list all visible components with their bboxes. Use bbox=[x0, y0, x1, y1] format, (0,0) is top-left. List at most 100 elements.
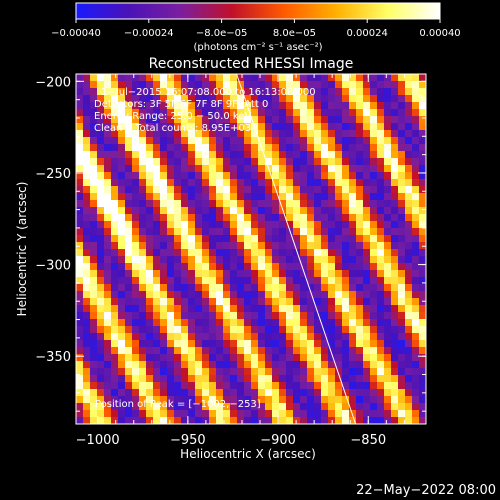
heatmap-cell bbox=[286, 389, 294, 397]
heatmap-cell bbox=[349, 326, 357, 334]
heatmap-cell bbox=[153, 249, 161, 257]
heatmap-cell bbox=[76, 368, 84, 376]
heatmap-cell bbox=[349, 102, 357, 110]
heatmap-cell bbox=[139, 137, 147, 145]
heatmap-cell bbox=[272, 221, 280, 229]
heatmap-cell bbox=[286, 347, 294, 355]
heatmap-cell bbox=[216, 249, 224, 257]
heatmap-cell bbox=[328, 375, 336, 383]
heatmap-cell bbox=[398, 165, 406, 173]
heatmap-cell bbox=[174, 263, 182, 271]
heatmap-cell bbox=[258, 88, 266, 96]
heatmap-cell bbox=[363, 417, 371, 424]
heatmap-cell bbox=[398, 389, 406, 397]
heatmap-cell bbox=[188, 403, 196, 411]
heatmap-cell bbox=[209, 116, 217, 124]
heatmap-cell bbox=[363, 186, 371, 194]
heatmap-cell bbox=[223, 235, 231, 243]
heatmap-cell bbox=[188, 137, 196, 145]
heatmap-cell bbox=[391, 137, 399, 145]
heatmap-cell bbox=[202, 200, 210, 208]
heatmap-cell bbox=[223, 249, 231, 257]
heatmap-cell bbox=[335, 200, 343, 208]
heatmap-cell bbox=[90, 109, 98, 117]
heatmap-cell bbox=[412, 151, 420, 159]
heatmap-cell bbox=[125, 277, 133, 285]
heatmap-cell bbox=[125, 291, 133, 299]
heatmap-cell bbox=[153, 102, 161, 110]
heatmap-cell bbox=[132, 221, 140, 229]
heatmap-cell bbox=[237, 137, 245, 145]
heatmap-cell bbox=[328, 242, 336, 250]
heatmap-cell bbox=[258, 298, 266, 306]
heatmap-cell bbox=[307, 382, 315, 390]
heatmap-cell bbox=[384, 319, 392, 327]
heatmap-cell bbox=[132, 277, 140, 285]
heatmap-cell bbox=[181, 354, 189, 362]
heatmap-cell bbox=[181, 235, 189, 243]
heatmap-cell bbox=[76, 354, 84, 362]
heatmap-cell bbox=[118, 410, 126, 418]
heatmap-cell bbox=[90, 375, 98, 383]
heatmap-cell bbox=[398, 340, 406, 348]
heatmap-cell bbox=[349, 263, 357, 271]
heatmap-cell bbox=[90, 333, 98, 341]
heatmap-cell bbox=[391, 151, 399, 159]
heatmap-cell bbox=[419, 179, 426, 187]
heatmap-cell bbox=[279, 158, 287, 166]
heatmap-cell bbox=[90, 382, 98, 390]
heatmap-cell bbox=[265, 74, 273, 82]
heatmap-cell bbox=[398, 291, 406, 299]
heatmap-cell bbox=[244, 256, 252, 264]
heatmap-cell bbox=[328, 291, 336, 299]
heatmap-cell bbox=[405, 228, 413, 236]
heatmap-cell bbox=[111, 214, 119, 222]
heatmap-cell bbox=[118, 137, 126, 145]
heatmap-cell bbox=[139, 284, 147, 292]
heatmap-cell bbox=[202, 361, 210, 369]
heatmap-cell bbox=[76, 88, 84, 96]
heatmap-cell bbox=[384, 410, 392, 418]
heatmap-cell bbox=[237, 172, 245, 180]
heatmap-cell bbox=[83, 214, 91, 222]
heatmap-cell bbox=[356, 417, 364, 424]
heatmap-cell bbox=[300, 158, 308, 166]
heatmap-cell bbox=[216, 291, 224, 299]
heatmap-cell bbox=[300, 291, 308, 299]
heatmap-cell bbox=[216, 88, 224, 96]
heatmap-cell bbox=[265, 361, 273, 369]
heatmap-cell bbox=[146, 74, 154, 82]
heatmap-cell bbox=[314, 221, 322, 229]
heatmap-cell bbox=[216, 214, 224, 222]
heatmap-cell bbox=[279, 221, 287, 229]
heatmap-cell bbox=[216, 270, 224, 278]
heatmap-cell bbox=[188, 221, 196, 229]
heatmap-cell bbox=[167, 186, 175, 194]
heatmap-cell bbox=[202, 305, 210, 313]
heatmap-cell bbox=[160, 116, 168, 124]
heatmap-cell bbox=[230, 382, 238, 390]
heatmap-cell bbox=[139, 214, 147, 222]
heatmap-cell bbox=[202, 319, 210, 327]
heatmap-cell bbox=[153, 389, 161, 397]
heatmap-cell bbox=[216, 179, 224, 187]
heatmap-cell bbox=[293, 382, 301, 390]
heatmap-cell bbox=[279, 74, 287, 82]
heatmap-cell bbox=[90, 291, 98, 299]
heatmap-cell bbox=[139, 81, 147, 89]
heatmap-cell bbox=[97, 137, 105, 145]
heatmap-cell bbox=[384, 74, 392, 82]
heatmap-cell bbox=[356, 312, 364, 320]
heatmap-cell bbox=[174, 270, 182, 278]
heatmap-cell bbox=[216, 151, 224, 159]
heatmap-cell bbox=[118, 130, 126, 138]
heatmap-cell bbox=[293, 74, 301, 82]
heatmap-cell bbox=[118, 256, 126, 264]
heatmap-cell bbox=[216, 298, 224, 306]
heatmap-cell bbox=[90, 123, 98, 131]
heatmap-cell bbox=[132, 284, 140, 292]
heatmap-cell bbox=[132, 270, 140, 278]
heatmap-cell bbox=[188, 88, 196, 96]
heatmap-cell bbox=[342, 130, 350, 138]
